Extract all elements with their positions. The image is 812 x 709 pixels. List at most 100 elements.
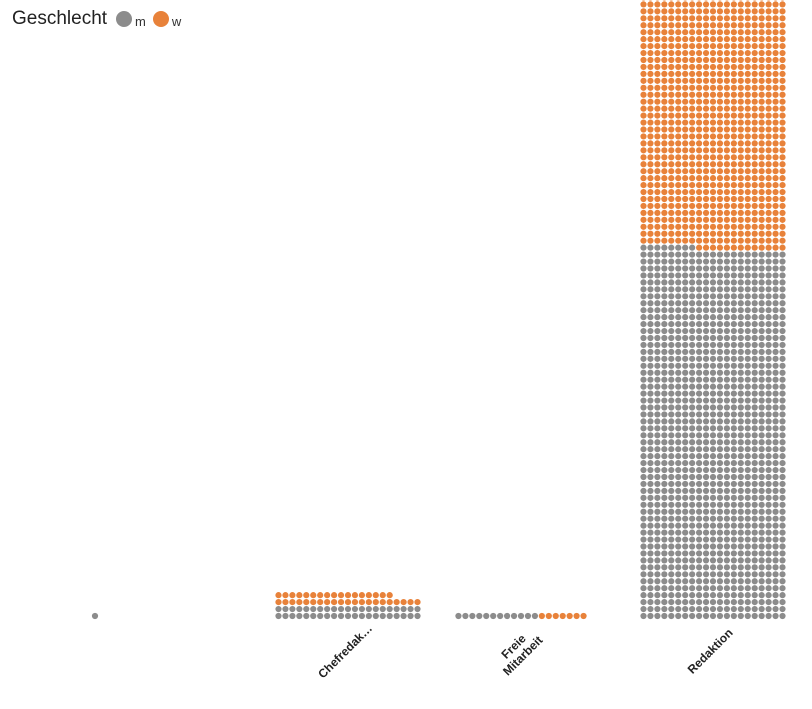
dot-m xyxy=(689,418,696,425)
dot-w xyxy=(668,29,675,36)
dot-w xyxy=(689,91,696,98)
dot-w xyxy=(744,209,751,216)
dot-w xyxy=(737,8,744,15)
dot-m xyxy=(765,585,772,592)
dot-m xyxy=(661,571,668,578)
dot-w xyxy=(779,43,786,50)
dot-m xyxy=(709,453,717,460)
dot-w xyxy=(696,216,703,223)
dot-m xyxy=(407,612,414,620)
dot-m xyxy=(696,564,703,571)
dot-m xyxy=(779,466,786,474)
dot-m xyxy=(647,390,654,397)
dot-m xyxy=(682,522,689,529)
dot-m xyxy=(709,258,717,265)
dot-m xyxy=(702,272,710,279)
dot-m xyxy=(744,286,751,293)
dot-m xyxy=(744,578,751,585)
dot-m xyxy=(689,585,696,592)
dot-w xyxy=(696,147,703,154)
dot-m xyxy=(675,480,682,488)
dot-w xyxy=(751,140,758,147)
dot-w xyxy=(765,43,772,50)
dot-m xyxy=(772,522,779,529)
dot-w xyxy=(772,133,779,140)
dot-m xyxy=(675,536,682,543)
dot-m xyxy=(709,418,717,425)
dot-w xyxy=(716,1,724,8)
dot-w xyxy=(640,126,647,133)
dot-w xyxy=(765,161,772,168)
dot-m xyxy=(744,341,751,349)
dot-m xyxy=(730,543,737,550)
dot-w xyxy=(372,592,379,599)
dot-m xyxy=(675,529,682,536)
dot-m xyxy=(751,314,758,321)
dot-m xyxy=(640,446,647,453)
dot-w xyxy=(682,70,689,77)
dot-m xyxy=(744,487,751,494)
dot-m xyxy=(682,341,689,349)
dot-w xyxy=(668,98,675,105)
dot-w xyxy=(331,592,338,599)
dot-m xyxy=(751,578,758,585)
dot-w xyxy=(689,230,696,237)
dot-w xyxy=(640,188,647,196)
dot-w xyxy=(675,15,682,22)
dot-w xyxy=(765,70,772,77)
dot-m xyxy=(654,529,661,536)
dot-m xyxy=(640,585,647,592)
dot-w xyxy=(737,188,744,196)
dot-w xyxy=(765,182,772,189)
dot-m xyxy=(737,529,744,536)
dot-w xyxy=(647,223,654,230)
dot-m xyxy=(779,362,786,369)
legend-item-m[interactable]: m xyxy=(116,10,146,29)
dot-w xyxy=(744,77,751,84)
dot-w xyxy=(702,230,710,237)
dot-w xyxy=(689,168,696,175)
dot-m xyxy=(765,272,772,279)
dot-w xyxy=(696,202,703,210)
dot-w xyxy=(737,112,744,119)
dot-m xyxy=(744,550,751,557)
dot-m xyxy=(702,293,710,300)
dot-w xyxy=(779,147,786,154)
dot-m xyxy=(668,557,675,564)
dot-w xyxy=(675,91,682,98)
dot-w xyxy=(737,84,744,91)
dot-w xyxy=(737,195,744,203)
dot-m xyxy=(675,550,682,557)
dot-w xyxy=(744,112,751,119)
dot-m xyxy=(737,334,744,342)
dot-m xyxy=(737,460,744,467)
dot-w xyxy=(675,43,682,50)
dot-m xyxy=(682,550,689,557)
dot-w xyxy=(538,612,545,620)
dot-m xyxy=(689,390,696,397)
dot-w xyxy=(654,126,661,133)
dot-m xyxy=(689,612,696,620)
dot-w xyxy=(779,49,786,57)
dot-m xyxy=(654,376,661,383)
dot-m xyxy=(730,508,737,515)
dot-w xyxy=(765,119,772,126)
dot-m xyxy=(351,605,359,613)
dot-m xyxy=(640,341,647,349)
dot-m xyxy=(654,550,661,557)
dot-m xyxy=(765,293,772,300)
dot-w xyxy=(351,592,359,599)
dot-m xyxy=(772,390,779,397)
dot-w xyxy=(765,244,772,251)
dot-w xyxy=(772,202,779,210)
dot-w xyxy=(744,119,751,126)
dot-m xyxy=(647,522,654,529)
dot-w xyxy=(682,140,689,147)
dot-w xyxy=(690,0,694,1)
dot-m xyxy=(696,515,703,522)
dot-m xyxy=(696,265,703,272)
dot-w xyxy=(779,133,786,140)
dot-m xyxy=(751,397,758,404)
dot-w xyxy=(689,98,696,105)
legend-item-w[interactable]: w xyxy=(152,10,181,29)
